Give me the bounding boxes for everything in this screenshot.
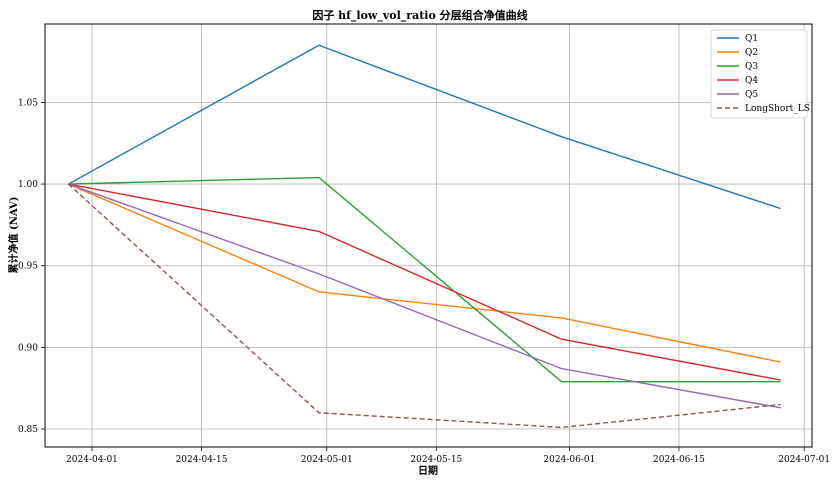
x-axis-label: 日期	[418, 464, 438, 477]
x-tick-label: 2024-07-01	[778, 455, 830, 465]
legend-label: LongShort_LS	[745, 104, 810, 114]
y-tick-label: 0.85	[18, 425, 38, 435]
legend-label: Q3	[745, 62, 758, 72]
chart-title: 因子 hf_low_vol_ratio 分层组合净值曲线	[312, 8, 527, 23]
y-tick-label: 1.00	[18, 180, 38, 190]
legend-label: Q2	[745, 48, 758, 58]
y-axis-label: 累计净值 (NAV)	[7, 197, 20, 274]
x-tick-label: 2024-04-15	[176, 455, 228, 465]
y-tick-label: 0.95	[18, 262, 38, 272]
legend-label: Q1	[745, 34, 758, 44]
series-line-q4	[68, 183, 781, 381]
series-line-q2	[68, 183, 781, 363]
y-tick-label: 1.05	[18, 98, 38, 108]
x-tick-label: 2024-06-15	[653, 455, 705, 465]
legend-label: Q4	[745, 76, 758, 86]
legend: Q1 Q2 Q3 Q4 Q5 LongShort_LS	[710, 29, 810, 119]
x-tick-label: 2024-05-15	[410, 455, 462, 465]
x-tick-label: 2024-06-01	[543, 455, 595, 465]
y-tick-label: 0.90	[18, 343, 38, 353]
plot-frame	[44, 23, 813, 448]
y-axis-ticks: 0.85 0.90 0.95 1.00 1.05	[18, 98, 45, 435]
x-tick-label: 2024-05-01	[301, 455, 353, 465]
legend-label: Q5	[745, 90, 758, 100]
x-axis-ticks: 2024-04-01 2024-04-15 2024-05-01 2024-05-15…	[66, 447, 830, 465]
x-tick-label: 2024-04-01	[66, 455, 118, 465]
series-line-q1	[68, 44, 781, 210]
series-line-q3	[68, 176, 781, 383]
series-lines	[68, 44, 781, 429]
grid	[45, 24, 812, 447]
series-line-longshort-ls	[68, 183, 781, 429]
series-line-q5	[68, 183, 781, 409]
